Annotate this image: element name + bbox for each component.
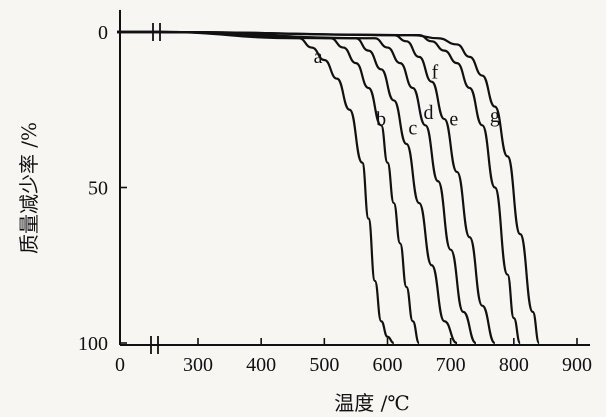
curve-label-a: a bbox=[314, 46, 323, 68]
x-axis-title: 温度 /℃ bbox=[334, 391, 409, 415]
x-tick-label-600: 600 bbox=[373, 354, 403, 376]
x-tick-label-400: 400 bbox=[246, 354, 276, 376]
x-tick-label-500: 500 bbox=[309, 354, 339, 376]
axes bbox=[119, 10, 590, 346]
curve-d bbox=[117, 30, 477, 345]
axis-breaks bbox=[150, 23, 161, 354]
curve-label-f: f bbox=[432, 62, 439, 84]
y-tick-label-100: 100 bbox=[78, 333, 108, 355]
curve-b bbox=[117, 30, 421, 345]
curve-label-d: d bbox=[424, 102, 434, 124]
curve-labels: a b cd e f g bbox=[314, 46, 500, 140]
curves bbox=[117, 30, 541, 345]
ticks bbox=[119, 31, 578, 345]
curve-label-g: g bbox=[490, 105, 500, 127]
y-tick-label-0: 0 bbox=[98, 22, 108, 44]
curve-g bbox=[117, 30, 541, 345]
curve-label-c: c bbox=[408, 118, 417, 140]
y-tick-label-50: 50 bbox=[88, 178, 108, 200]
y-axis-title: 质量减少率 /% bbox=[17, 122, 41, 254]
curve-a bbox=[117, 30, 395, 345]
x-tick-label-800: 800 bbox=[499, 354, 529, 376]
x-tick-label-0: 0 bbox=[115, 354, 125, 376]
x-tick-label-700: 700 bbox=[436, 354, 466, 376]
tick-labels: 0 300 400 500 600 700 800 900 0 50 100 bbox=[78, 22, 592, 376]
x-tick-label-900: 900 bbox=[562, 354, 592, 376]
curve-label-b: b bbox=[376, 108, 386, 130]
curve-label-e: e bbox=[449, 108, 458, 130]
curve-c bbox=[117, 30, 458, 345]
x-tick-label-300: 300 bbox=[183, 354, 213, 376]
